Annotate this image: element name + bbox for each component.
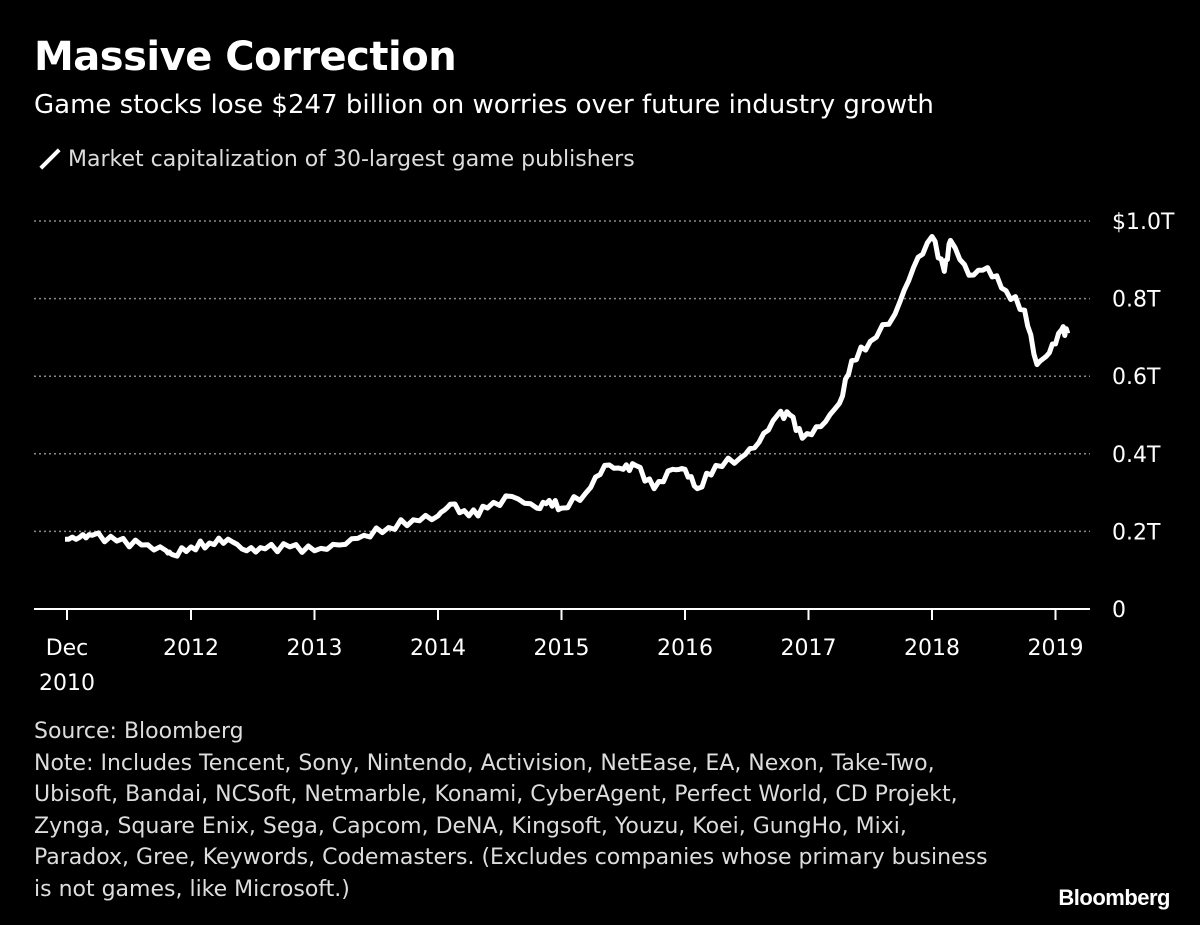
y-tick-label: 0.4T — [1112, 443, 1161, 468]
chart-subtitle: Game stocks lose $247 billion on worries… — [34, 90, 934, 120]
x-tick-label: 2012 — [163, 636, 219, 661]
x-tick-label: 2015 — [534, 636, 590, 661]
x-tick-label: 2018 — [904, 636, 960, 661]
notes: Source: Bloomberg Note: Includes Tencent… — [34, 716, 994, 905]
x-tick-label: 2016 — [657, 636, 713, 661]
y-tick-label: 0.2T — [1112, 520, 1161, 545]
source-text: Source: Bloomberg — [34, 719, 244, 744]
note-text: Note: Includes Tencent, Sony, Nintendo, … — [34, 750, 988, 902]
y-tick-label: 0 — [1112, 598, 1126, 623]
x-tick-label: 2014 — [410, 636, 466, 661]
legend: Market capitalization of 30-largest game… — [39, 146, 635, 172]
series-line — [65, 234, 1071, 559]
y-tick-label: 0.8T — [1112, 288, 1161, 313]
legend-label: Market capitalization of 30-largest game… — [68, 146, 635, 172]
bloomberg-logo: Bloomberg — [1058, 885, 1170, 910]
y-tick-label: 0.6T — [1112, 365, 1161, 390]
x-tick-label: 2017 — [781, 636, 837, 661]
chart-title: Massive Correction — [34, 34, 457, 80]
x-tick-label: 2013 — [287, 636, 343, 661]
x-tick-label: Dec — [46, 636, 89, 661]
x-tick-label: 2010 — [39, 671, 95, 696]
x-tick-label: 2019 — [1028, 636, 1084, 661]
y-tick-label: $1.0T — [1112, 210, 1175, 235]
